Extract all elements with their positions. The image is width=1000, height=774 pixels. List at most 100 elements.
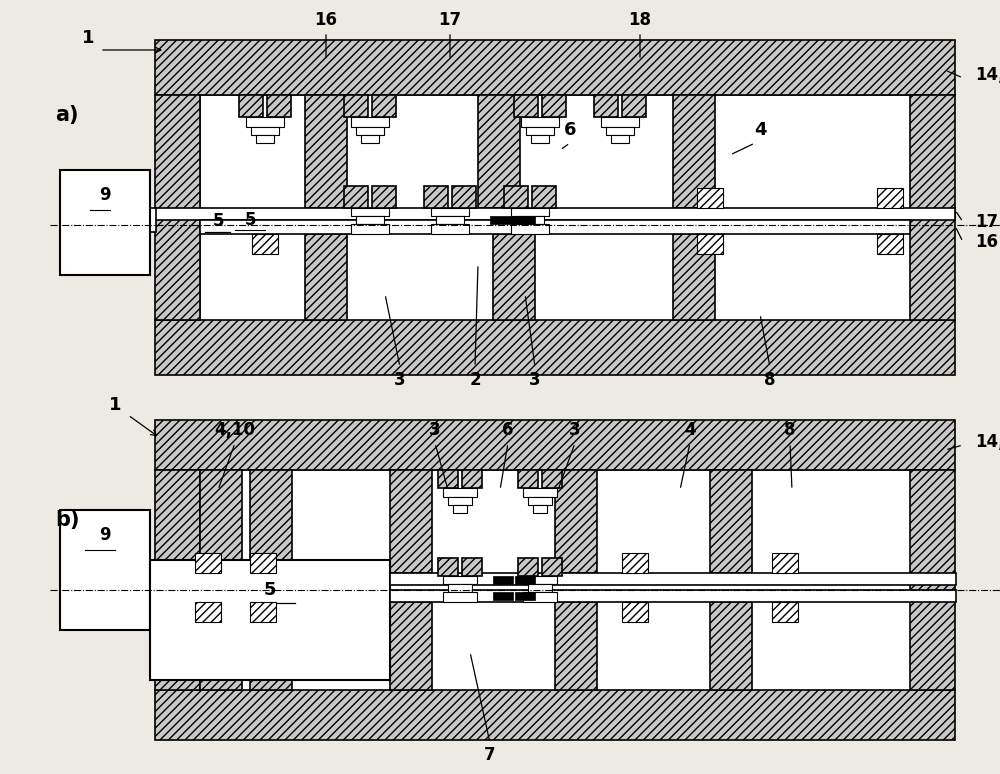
Bar [555, 470, 597, 573]
Bar [542, 95, 566, 117]
Bar [256, 135, 274, 143]
Bar [490, 216, 535, 224]
Bar [250, 602, 276, 622]
Bar [493, 592, 513, 600]
Bar [305, 234, 347, 320]
Bar [611, 135, 629, 143]
Text: 5: 5 [244, 211, 256, 229]
Bar [155, 208, 955, 220]
Text: 9: 9 [99, 186, 111, 204]
Bar [200, 220, 910, 234]
Bar [493, 576, 513, 584]
Bar [516, 216, 544, 224]
Bar [462, 558, 482, 576]
Bar [697, 234, 723, 254]
Text: 2: 2 [469, 371, 481, 389]
Bar [673, 234, 715, 320]
Bar [431, 224, 469, 234]
Bar [528, 584, 552, 592]
Bar [361, 135, 379, 143]
Bar [622, 602, 648, 622]
Text: 3: 3 [394, 371, 406, 389]
Bar [531, 135, 549, 143]
Text: 1: 1 [109, 396, 121, 414]
Text: 18: 18 [629, 11, 652, 29]
Bar [150, 560, 390, 680]
Text: 3: 3 [569, 421, 581, 439]
Bar [515, 592, 535, 600]
Bar [443, 592, 477, 602]
Text: 14,15: 14,15 [975, 433, 1000, 451]
Bar [390, 602, 432, 690]
Bar [252, 234, 278, 254]
Bar [351, 208, 389, 216]
Bar [195, 602, 221, 622]
Bar [910, 470, 955, 690]
Bar [60, 510, 150, 630]
Text: 16: 16 [314, 11, 338, 29]
Bar [443, 488, 477, 497]
Bar [250, 470, 292, 573]
Bar [436, 216, 464, 224]
Bar [246, 117, 284, 127]
Bar [267, 95, 291, 117]
Bar [200, 95, 910, 320]
Bar [518, 470, 538, 488]
Bar [673, 95, 715, 208]
Bar [622, 553, 648, 573]
Bar [453, 505, 467, 513]
Bar [877, 188, 903, 208]
Bar [518, 558, 538, 576]
Bar [305, 95, 347, 208]
Bar [606, 127, 634, 135]
Bar [195, 553, 221, 573]
Bar [351, 117, 389, 127]
Bar [390, 573, 956, 585]
Bar [251, 127, 279, 135]
Text: 5: 5 [212, 212, 224, 230]
Bar [344, 186, 368, 208]
Bar [528, 497, 552, 505]
Bar [155, 420, 955, 470]
Bar [710, 602, 752, 690]
Bar [424, 186, 448, 208]
Bar [452, 186, 476, 208]
Bar [155, 40, 955, 95]
Text: 8: 8 [784, 421, 796, 439]
Text: 17: 17 [438, 11, 462, 29]
Bar [155, 95, 200, 320]
Bar [438, 470, 458, 488]
Bar [504, 186, 528, 208]
Text: 17: 17 [975, 213, 998, 231]
Bar [542, 470, 562, 488]
Bar [532, 186, 556, 208]
Bar [511, 208, 549, 216]
Bar [542, 558, 562, 576]
Bar [356, 127, 384, 135]
Bar [150, 208, 156, 232]
Bar [448, 497, 472, 505]
Text: 3: 3 [429, 421, 441, 439]
Bar [155, 470, 200, 690]
Bar [710, 470, 752, 573]
Bar [250, 602, 292, 690]
Bar [155, 320, 955, 375]
Bar [521, 117, 559, 127]
Bar [431, 208, 469, 216]
Bar [594, 95, 618, 117]
Bar [200, 470, 910, 690]
Text: a): a) [55, 105, 78, 125]
Bar [250, 553, 276, 573]
Text: b): b) [55, 510, 80, 530]
Bar [390, 590, 956, 602]
Bar [523, 592, 557, 602]
Text: 3: 3 [529, 371, 541, 389]
Text: 4,10: 4,10 [214, 421, 256, 439]
Bar [372, 186, 396, 208]
Text: 6: 6 [564, 121, 576, 139]
Text: 5: 5 [264, 581, 276, 599]
Bar [523, 576, 557, 584]
Bar [514, 95, 538, 117]
Bar [511, 224, 549, 234]
Bar [155, 690, 955, 740]
